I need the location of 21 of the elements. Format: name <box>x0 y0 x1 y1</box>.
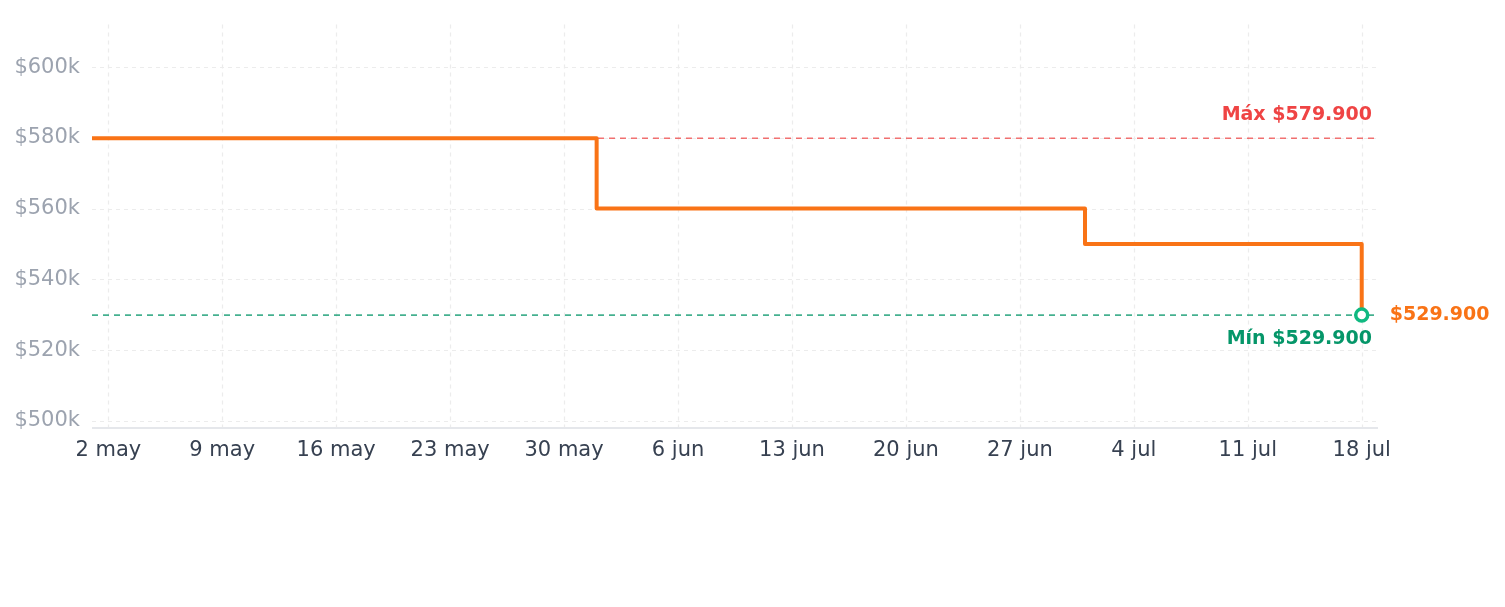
x-tick-label: 13 jun <box>759 437 825 462</box>
y-tick-label: $540k <box>14 265 81 290</box>
x-tick-label: 30 may <box>524 437 604 462</box>
x-tick-label: 11 jul <box>1218 437 1277 462</box>
x-tick-label: 23 may <box>410 437 490 462</box>
x-tick-label: 2 may <box>75 437 142 462</box>
ref-line-label: Máx $579.900 <box>1221 101 1372 124</box>
x-tick-label: 16 may <box>296 437 376 462</box>
y-tick-label: $600k <box>14 53 81 78</box>
y-tick-label: $560k <box>14 195 81 220</box>
y-tick-label: $500k <box>14 407 81 432</box>
x-tick-label: 6 jun <box>651 437 705 462</box>
x-tick-label: 18 jul <box>1332 437 1391 462</box>
data-label: $529.900 <box>1389 302 1490 325</box>
x-tick-label: 9 may <box>189 437 256 462</box>
x-tick-label: 20 jun <box>872 437 939 462</box>
y-tick-label: $520k <box>14 336 81 361</box>
ref-line-label: Mín $529.900 <box>1226 325 1372 348</box>
x-tick-label: 27 jun <box>986 437 1053 462</box>
y-tick-label: $580k <box>14 124 81 149</box>
x-tick-label: 4 jul <box>1111 437 1157 462</box>
